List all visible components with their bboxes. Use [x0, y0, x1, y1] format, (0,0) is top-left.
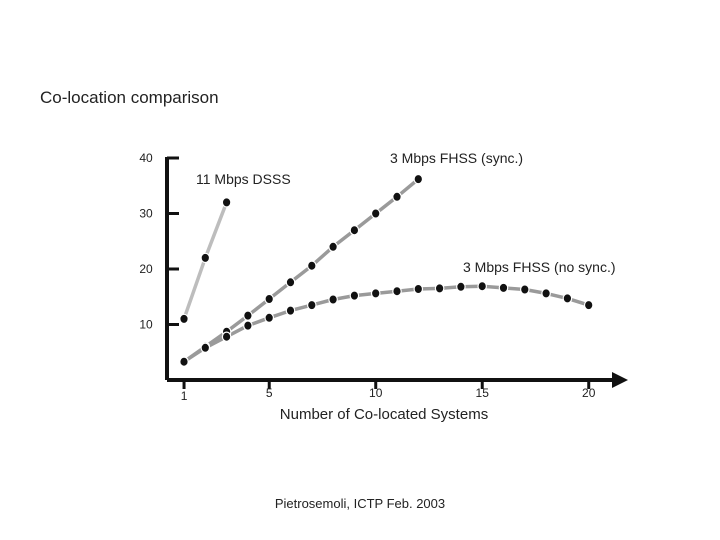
footer-credit: Pietrosemoli, ICTP Feb. 2003: [274, 496, 446, 511]
data-point: [370, 208, 381, 219]
data-point: [519, 284, 530, 295]
data-point: [200, 342, 211, 353]
x-tick-label: 1: [181, 389, 188, 403]
y-axis-ticks: 10 20 30 40: [139, 151, 179, 332]
data-point: [498, 282, 509, 294]
data-point: [243, 310, 253, 321]
data-point: [200, 252, 211, 264]
data-point: [349, 290, 360, 301]
data-point: [264, 293, 274, 305]
series-labels: 11 Mbps DSSS 3 Mbps FHSS (sync.) 3 Mbps FH…: [196, 150, 616, 275]
x-tick-label: 15: [476, 386, 490, 400]
chart-title: Co-location comparison: [40, 88, 219, 107]
data-point: [221, 197, 232, 208]
data-point: [243, 320, 253, 331]
data-point: [221, 331, 232, 342]
y-tick-label: 40: [139, 151, 153, 165]
series-label: 3 Mbps FHSS (sync.): [390, 150, 523, 166]
data-point: [306, 299, 317, 311]
x-tick-label: 10: [369, 386, 383, 400]
data-point: [264, 312, 274, 323]
data-point: [477, 281, 487, 292]
data-point: [179, 356, 189, 367]
x-tick-label: 5: [266, 386, 273, 400]
data-point: [285, 277, 296, 288]
y-tick-label: 20: [139, 262, 153, 276]
data-point: [392, 191, 402, 202]
data-point: [349, 224, 360, 236]
x-axis-ticks: 1 5 10 15 20: [181, 380, 596, 403]
series-label: 11 Mbps DSSS: [196, 171, 291, 187]
data-point: [328, 294, 338, 305]
data-point: [285, 305, 296, 316]
data-point: [413, 283, 424, 295]
y-tick-label: 30: [139, 207, 153, 221]
x-axis-arrow: [612, 372, 628, 388]
data-point: [562, 293, 573, 304]
data-point: [328, 241, 338, 252]
data-point: [583, 299, 594, 311]
data-point: [306, 260, 317, 271]
data-point: [434, 283, 445, 294]
x-tick-label: 20: [582, 386, 596, 400]
data-point: [456, 281, 466, 292]
data-point: [179, 313, 189, 325]
series-label: 3 Mbps FHSS (no sync.): [463, 259, 616, 275]
data-point: [392, 286, 402, 297]
series-line: [182, 177, 420, 364]
data-point: [370, 288, 381, 299]
y-tick-label: 10: [139, 318, 153, 332]
series-markers: [179, 173, 594, 367]
data-point: [413, 173, 424, 185]
data-point: [541, 288, 551, 299]
x-axis-title: Number of Co-located Systems: [280, 406, 488, 423]
